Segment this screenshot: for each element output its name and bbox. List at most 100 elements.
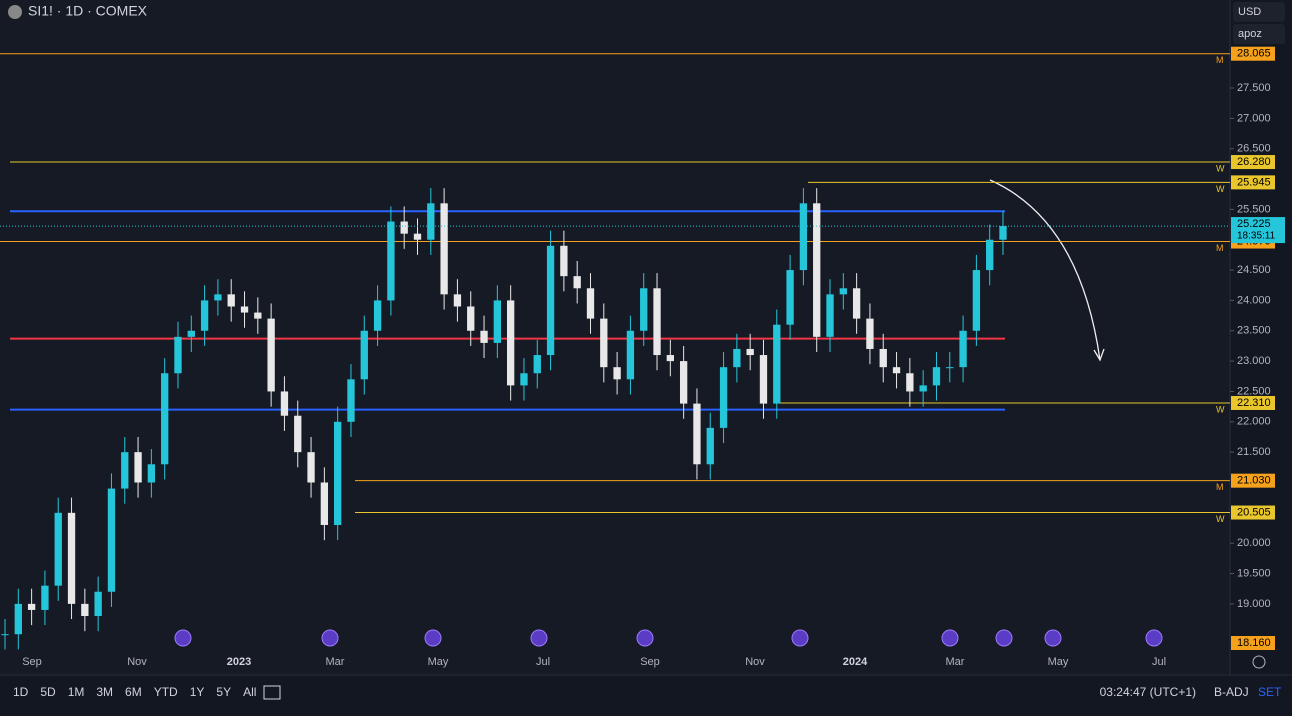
candle — [866, 318, 874, 349]
range-button[interactable]: 5Y — [216, 685, 231, 699]
level-tag: W — [1216, 404, 1225, 414]
level-label: 22.310 — [1237, 397, 1271, 409]
candle — [294, 415, 302, 453]
level-tag: W — [1216, 163, 1225, 173]
candle — [666, 355, 674, 362]
level-tag: M — [1216, 55, 1224, 65]
event-icon[interactable] — [174, 629, 192, 647]
candle — [959, 330, 967, 368]
level-tag: M — [1216, 243, 1224, 253]
event-icon[interactable] — [995, 629, 1013, 647]
candle — [187, 330, 195, 337]
candle — [134, 452, 142, 483]
range-button[interactable]: 1M — [68, 685, 85, 699]
candle — [81, 603, 89, 617]
y-tick-label: 24.000 — [1237, 294, 1271, 306]
level-label-bg — [1231, 473, 1275, 488]
range-button[interactable]: All — [243, 685, 256, 699]
candle — [387, 221, 395, 301]
currency[interactable]: USD — [1238, 6, 1261, 18]
candle — [440, 203, 448, 295]
level-label-bg — [1231, 636, 1275, 650]
event-icon[interactable] — [791, 629, 809, 647]
adj[interactable]: B-ADJ — [1214, 685, 1249, 699]
candle — [879, 348, 887, 368]
range-button[interactable]: 5D — [40, 685, 56, 699]
candle — [719, 367, 728, 428]
x-tick-label: Nov — [745, 656, 765, 668]
candle — [413, 233, 422, 240]
candle — [493, 300, 502, 343]
candle — [334, 421, 342, 525]
candle — [347, 379, 355, 422]
level-label-bg — [1231, 155, 1275, 170]
candle — [373, 300, 382, 331]
x-tick-label: May — [428, 656, 449, 668]
level-label-bg — [1231, 395, 1275, 410]
candle — [586, 288, 595, 319]
candle — [54, 512, 62, 586]
candle — [640, 288, 648, 331]
candle — [174, 336, 182, 374]
candle — [94, 591, 102, 617]
level-label: 21.030 — [1237, 475, 1271, 487]
plot-bg — [0, 0, 1230, 675]
arrow-head — [1093, 348, 1105, 362]
event-icon[interactable] — [424, 629, 442, 647]
compare-icon[interactable] — [263, 685, 281, 700]
range-button[interactable]: YTD — [154, 685, 178, 699]
y-tick-label: 26.500 — [1237, 143, 1271, 155]
x-tick-label: May — [1048, 656, 1069, 668]
range-button[interactable]: 3M — [96, 685, 113, 699]
candle — [121, 452, 129, 489]
level-label: 25.945 — [1237, 176, 1271, 188]
event-icon[interactable] — [636, 629, 654, 647]
profile[interactable]: apoz — [1238, 28, 1262, 40]
event-icon[interactable] — [941, 629, 959, 647]
event-icon[interactable] — [1145, 629, 1163, 647]
y-tick-label: 19.500 — [1237, 567, 1271, 579]
x-tick-label: Sep — [22, 656, 42, 668]
candle — [14, 603, 22, 635]
level-label: 26.280 — [1237, 156, 1271, 168]
projection-arrow — [989, 179, 1101, 361]
range-button[interactable]: 1D — [13, 685, 29, 699]
candle — [839, 288, 847, 295]
range-button[interactable]: 6M — [125, 685, 142, 699]
candle — [427, 203, 435, 240]
candle — [733, 348, 741, 368]
candle — [679, 361, 688, 404]
candle — [506, 300, 515, 386]
price-axis-bg — [1230, 0, 1292, 675]
level-label: 18.160 — [1237, 637, 1271, 649]
candle — [906, 373, 914, 392]
candle — [546, 245, 555, 356]
candle — [240, 306, 249, 313]
range-button[interactable]: 1Y — [190, 685, 205, 699]
profile-select[interactable] — [1233, 24, 1285, 44]
candle — [852, 288, 861, 319]
y-tick-label: 22.500 — [1237, 385, 1271, 397]
candle — [932, 367, 941, 386]
candle — [453, 294, 462, 307]
session[interactable]: SET — [1258, 685, 1282, 699]
event-icon[interactable] — [530, 629, 548, 647]
candle — [200, 300, 209, 331]
currency-select[interactable] — [1233, 2, 1285, 22]
candle — [161, 373, 169, 465]
y-tick-label: 27.000 — [1237, 112, 1271, 124]
candle — [400, 221, 408, 234]
settings[interactable] — [1252, 655, 1266, 669]
y-tick-label: 19.000 — [1237, 598, 1271, 610]
event-icon[interactable] — [321, 629, 339, 647]
level-label-bg — [1231, 175, 1275, 190]
candle — [919, 385, 927, 392]
event-icon[interactable] — [1044, 629, 1062, 647]
candle — [946, 367, 954, 369]
candle — [214, 294, 222, 301]
x-tick-label: Mar — [946, 656, 965, 668]
candle — [573, 276, 581, 289]
candle — [653, 288, 661, 356]
symbol-icon — [8, 5, 22, 19]
